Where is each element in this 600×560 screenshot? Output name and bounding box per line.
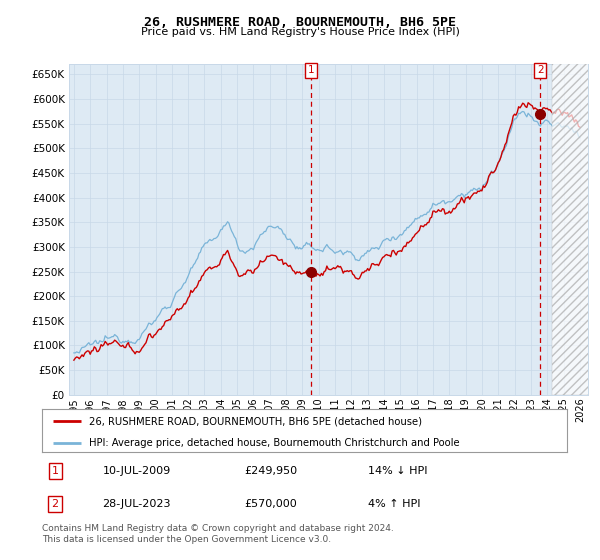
Text: 28-JUL-2023: 28-JUL-2023	[103, 499, 171, 509]
Text: Price paid vs. HM Land Registry's House Price Index (HPI): Price paid vs. HM Land Registry's House …	[140, 27, 460, 37]
Text: 2: 2	[537, 66, 544, 75]
Text: £249,950: £249,950	[244, 466, 297, 477]
Text: 2: 2	[52, 499, 59, 509]
Text: HPI: Average price, detached house, Bournemouth Christchurch and Poole: HPI: Average price, detached house, Bour…	[89, 438, 460, 448]
Text: 1: 1	[52, 466, 59, 477]
Text: 1: 1	[308, 66, 314, 75]
Text: Contains HM Land Registry data © Crown copyright and database right 2024.
This d: Contains HM Land Registry data © Crown c…	[42, 524, 394, 544]
Text: 4% ↑ HPI: 4% ↑ HPI	[367, 499, 420, 509]
Text: 26, RUSHMERE ROAD, BOURNEMOUTH, BH6 5PE (detached house): 26, RUSHMERE ROAD, BOURNEMOUTH, BH6 5PE …	[89, 416, 422, 426]
Text: 10-JUL-2009: 10-JUL-2009	[103, 466, 170, 477]
Text: 26, RUSHMERE ROAD, BOURNEMOUTH, BH6 5PE: 26, RUSHMERE ROAD, BOURNEMOUTH, BH6 5PE	[144, 16, 456, 29]
Text: £570,000: £570,000	[244, 499, 297, 509]
Text: 14% ↓ HPI: 14% ↓ HPI	[367, 466, 427, 477]
